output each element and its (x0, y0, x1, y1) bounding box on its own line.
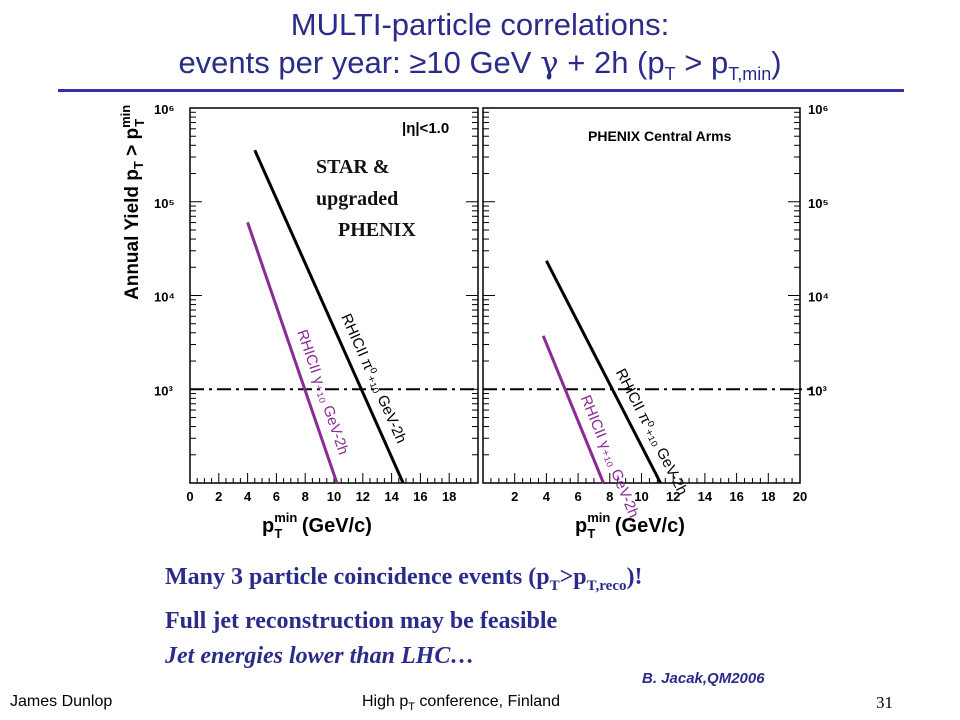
y-axis-label-sub2: T (132, 119, 147, 127)
x-axis-label-right: pmin T (GeV/c) (575, 510, 685, 541)
reference-citation: B. Jacak,QM2006 (642, 670, 765, 687)
panel-right-ytick-label: 10⁵ (808, 196, 829, 211)
chart-panels: 0 2 4 6 8 10 12 14 16 18 10³ 10⁴ 10⁵ 10⁶ RHICII π⁰₊₁₀ … (154, 102, 829, 520)
slide-number: 31 (876, 693, 893, 712)
panel-right-ytick-label: 10³ (808, 383, 827, 398)
x-axis-label-left-sub: T (274, 526, 282, 541)
panel-left-label-pi0: RHICII π⁰₊₁₀ GeV-2h (337, 311, 409, 446)
panel-right-xtick-label: 2 (511, 489, 518, 504)
bullet-list: Many 3 particle coincidence events (pT>p… (165, 560, 642, 674)
title-sub-tmin: T,min (728, 64, 772, 85)
bullet1-sub-reco: T,reco (586, 577, 627, 594)
y-axis-label-text: Annual Yield p (122, 169, 143, 300)
x-axis-label-right-sub: T (587, 526, 595, 541)
x-axis-label-right-units: (GeV/c) (609, 515, 685, 537)
title-sub-t: T (664, 64, 676, 85)
panel-right-xtick-label: 14 (698, 489, 713, 504)
panel-right-xtick-label: 8 (606, 489, 613, 504)
panel-left-series-pi0 (253, 149, 405, 484)
title-line2-pre: events per year: ≥10 GeV (178, 45, 541, 80)
panel-left-ytick-label: 10⁵ (154, 196, 175, 211)
panel-left-series-gamma (246, 221, 339, 484)
x-axis-label-right-sup: min (587, 510, 610, 525)
panel-left-xtick-label: 0 (186, 489, 193, 504)
panel-right-ytick-label: 10⁶ (808, 102, 828, 117)
footer-conf-post: conference, Finland (414, 693, 560, 710)
panel-left-ytick-label: 10⁶ (154, 102, 174, 117)
y-axis-label-sup: min (118, 105, 133, 128)
panel-left-xtick-label: 12 (356, 489, 370, 504)
panel-left-xtick-label: 16 (413, 489, 427, 504)
title-underline (58, 89, 904, 92)
y-axis-label: Annual Yield pT > pminT (118, 105, 147, 300)
panel-left-ytick-label: 10³ (154, 383, 173, 398)
x-axis-label-left-units: (GeV/c) (296, 515, 372, 537)
title-gamma: γ (540, 45, 559, 81)
panel-left-xtick-label: 2 (215, 489, 222, 504)
bullet-3: Jet energies lower than LHC… (165, 642, 475, 669)
footer-conf-sub: T (408, 701, 415, 714)
x-axis-label-right-p: p (575, 515, 587, 537)
panel-left-xtick-label: 8 (302, 489, 309, 504)
footer-conf-pre: High p (362, 693, 409, 710)
bullet1-pre: Many 3 particle coincidence events (p (165, 564, 550, 590)
y-axis-label-gt: > p (122, 128, 143, 161)
panel-right-xtick-label: 18 (761, 489, 775, 504)
phenix-central-arms-annotation: PHENIX Central Arms (588, 128, 732, 144)
panel-right-xtick-label: 16 (729, 489, 743, 504)
x-axis-label-left-p: p (262, 515, 274, 537)
panel-right-xtick-label: 12 (666, 489, 680, 504)
panel-right-xtick-label: 20 (793, 489, 807, 504)
slide-title-line2: events per year: ≥10 GeV γ + 2h (pT > pT… (0, 44, 960, 93)
yield-figure: Annual Yield pT > pminT pmin T (GeV/c) pm… (118, 102, 829, 541)
panel-left-xtick-label: 14 (384, 489, 399, 504)
panel-right-series-gamma (541, 335, 605, 484)
x-axis-label-left-sup: min (274, 510, 297, 525)
bullet-1: Many 3 particle coincidence events (pT>p… (165, 560, 642, 604)
bullet1-post: )! (626, 564, 643, 590)
eta-annotation: |η|<1.0 (402, 120, 449, 137)
title-gt: > p (675, 45, 729, 80)
x-axis-label-left: pmin T (GeV/c) (262, 510, 372, 541)
footer-conference: High pT conference, Finland (362, 693, 560, 713)
panel-right-xtick-label: 4 (543, 489, 551, 504)
title-close: ) (771, 45, 782, 80)
title-line2-mid: + 2h (p (558, 45, 665, 80)
footer-author: James Dunlop (10, 693, 113, 710)
panel-left-ytick-label: 10⁴ (154, 290, 175, 305)
panel-left-xtick-label: 6 (273, 489, 280, 504)
panel-right-series-pi0 (545, 260, 662, 484)
bullet-2: Full jet reconstruction may be feasible (165, 607, 558, 634)
panel-right-xtick-label: 10 (634, 489, 648, 504)
slide-title-line1: MULTI-particle correlations: (290, 7, 670, 42)
bullet1-sub-t: T (549, 577, 560, 594)
bullet1-mid: >p (559, 564, 587, 590)
star-annotation-line1: STAR & (316, 156, 390, 178)
panel-right-xtick-label: 6 (574, 489, 581, 504)
star-annotation-line2: upgraded (316, 188, 398, 210)
star-annotation-line3: PHENIX (338, 219, 416, 241)
panel-right-ytick-label: 10⁴ (808, 290, 829, 305)
panel-left-xtick-label: 18 (442, 489, 456, 504)
panel-left-xtick-label: 10 (327, 489, 341, 504)
y-axis-label-sub: T (131, 161, 146, 169)
panel-left-xtick-label: 4 (244, 489, 252, 504)
